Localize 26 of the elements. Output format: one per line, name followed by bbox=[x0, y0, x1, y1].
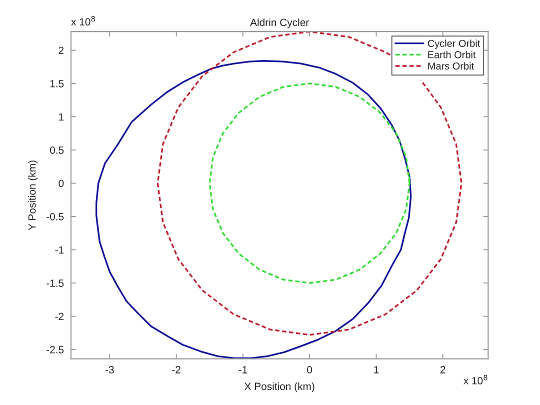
legend-label: Mars Orbit bbox=[428, 62, 474, 70]
y-tick-label: 1.5 bbox=[50, 80, 64, 88]
x-tick-label: -2 bbox=[172, 366, 180, 374]
text: x 10$^{8}$ bbox=[71, 16, 95, 26]
y-tick-label: -1 bbox=[55, 246, 64, 254]
text: x 10$^{8}$ bbox=[463, 374, 488, 384]
y-tick-label: 2 bbox=[58, 46, 64, 54]
x-tick-label: -1 bbox=[238, 366, 248, 374]
y-tick-label: -0.5 bbox=[46, 212, 64, 220]
y-tick-label: 0 bbox=[58, 180, 64, 188]
y-tick-label: -1.5 bbox=[46, 280, 64, 287]
line-series bbox=[208, 82, 410, 284]
x-tick-label: 2 bbox=[440, 366, 446, 374]
x-axis-title: X Position (km) bbox=[244, 382, 314, 392]
line-series bbox=[95, 60, 412, 359]
y-tick-label: -2.5 bbox=[46, 346, 64, 354]
x-tick-label: 1 bbox=[374, 366, 379, 374]
y-axis-title: Y Position (km) bbox=[28, 160, 38, 230]
legend-label: Cycler Orbit bbox=[428, 40, 480, 49]
legend-label: Earth Orbit bbox=[428, 50, 476, 58]
y-tick-label: 0.5 bbox=[50, 146, 64, 154]
x-tick-label: 0 bbox=[307, 366, 312, 374]
y-tick-label: -2 bbox=[55, 312, 64, 320]
y-tick-label: 1 bbox=[59, 113, 64, 120]
x-tick-label: -3 bbox=[105, 366, 114, 374]
chart-title: Aldrin Cycler bbox=[250, 18, 309, 28]
